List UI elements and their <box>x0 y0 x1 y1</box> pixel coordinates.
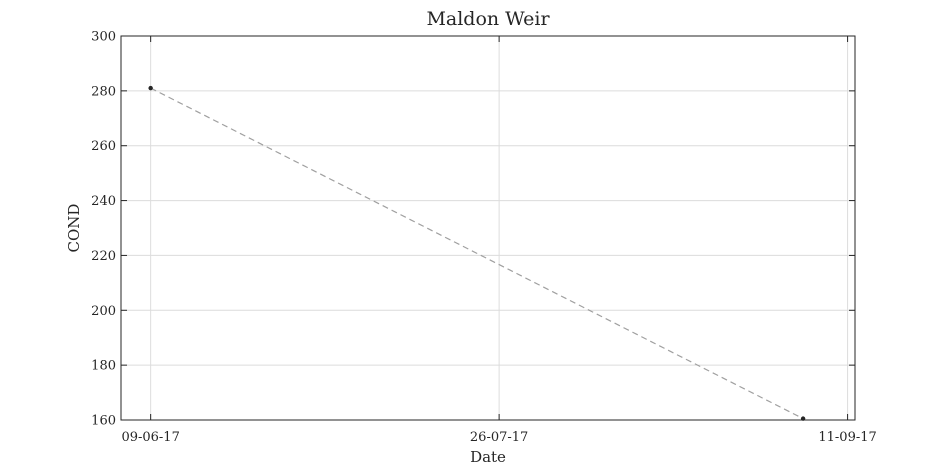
series-line <box>150 87 804 420</box>
y-tick-label: 280 <box>91 84 116 99</box>
y-tick-label: 300 <box>91 30 116 45</box>
y-tick-label: 180 <box>91 359 116 374</box>
x-tick-label: 11-09-17 <box>818 430 876 445</box>
grid <box>121 35 855 421</box>
plot-frame <box>120 35 856 421</box>
data-point <box>148 85 153 91</box>
y-tick-label: 220 <box>91 249 116 264</box>
x-tick-label: 09-06-17 <box>121 430 179 445</box>
y-axis-label: COND <box>65 204 83 253</box>
y-tick-label: 200 <box>91 304 116 319</box>
ticks: 160 180 200 220 240 260 280 300 09-06-17 26-07-17… <box>91 30 877 446</box>
chart-title: Maldon Weir <box>426 8 550 30</box>
y-tick-label: 260 <box>91 139 116 154</box>
x-axis-label: Date <box>470 448 506 466</box>
x-tick-label: 26-07-17 <box>470 430 528 445</box>
y-tick-label: 240 <box>91 194 116 209</box>
y-tick-label: 160 <box>91 414 116 429</box>
